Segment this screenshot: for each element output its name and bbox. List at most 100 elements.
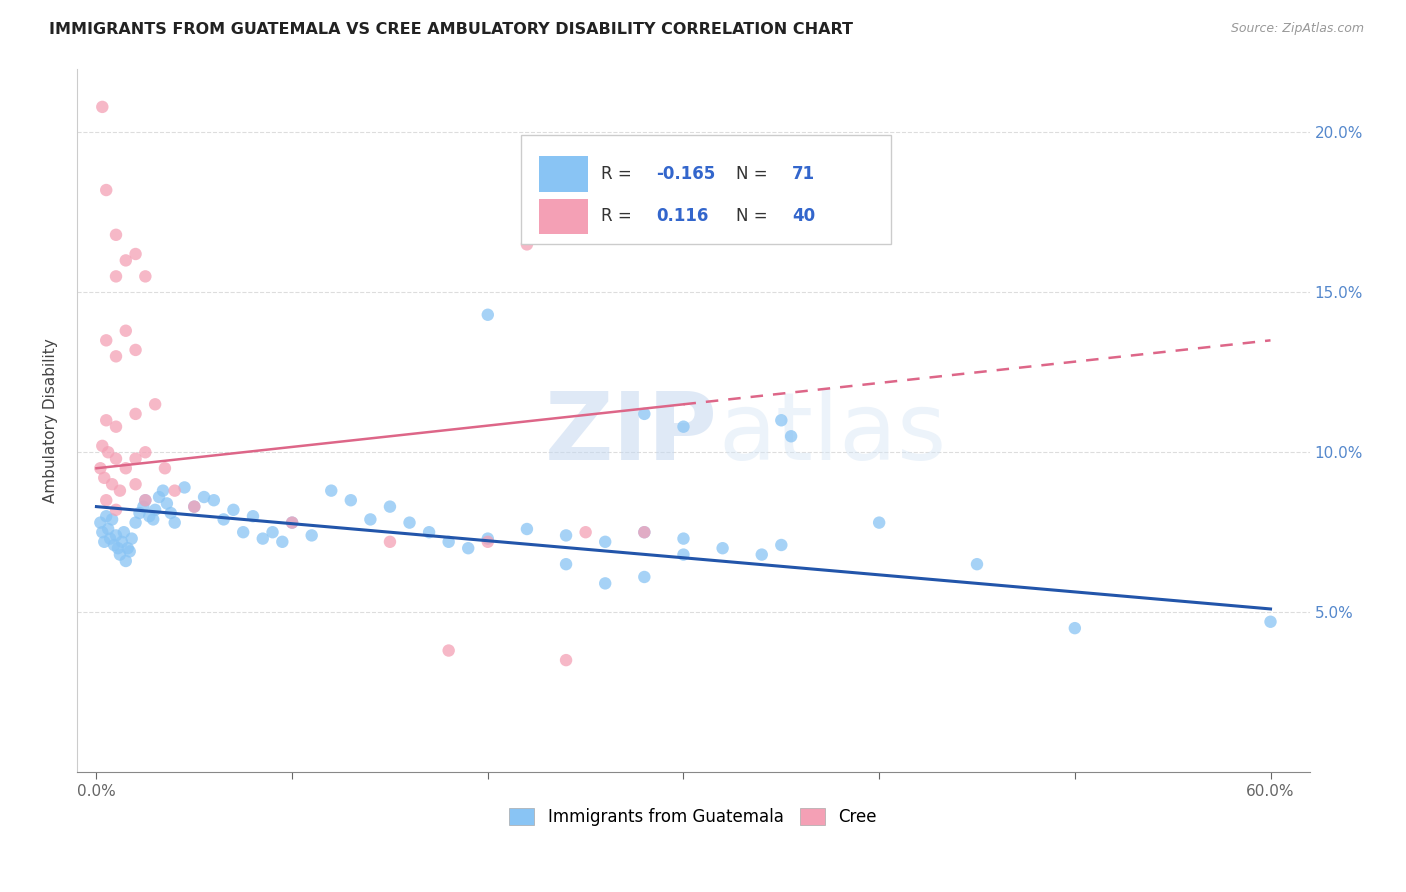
Text: ZIP: ZIP bbox=[546, 388, 718, 481]
Point bbox=[91, 525, 114, 540]
Text: -0.165: -0.165 bbox=[657, 165, 716, 183]
Text: R =: R = bbox=[600, 207, 637, 226]
Point bbox=[96, 183, 118, 197]
Point bbox=[593, 534, 616, 549]
Point bbox=[105, 451, 128, 466]
Point bbox=[437, 643, 460, 657]
Point bbox=[868, 516, 890, 530]
Point bbox=[124, 477, 146, 491]
Point bbox=[128, 506, 150, 520]
Point bbox=[340, 493, 363, 508]
Point bbox=[770, 538, 793, 552]
Point bbox=[163, 483, 186, 498]
Point bbox=[672, 532, 695, 546]
Point bbox=[477, 532, 499, 546]
Point bbox=[262, 525, 284, 540]
Point bbox=[132, 500, 155, 514]
Point bbox=[134, 493, 156, 508]
Point bbox=[212, 512, 235, 526]
Point bbox=[105, 503, 128, 517]
Point bbox=[124, 451, 146, 466]
Point bbox=[711, 541, 734, 556]
Point bbox=[751, 548, 773, 562]
Point bbox=[321, 483, 343, 498]
Point bbox=[89, 461, 111, 475]
Point bbox=[156, 496, 179, 510]
Point bbox=[142, 512, 165, 526]
Point bbox=[124, 407, 146, 421]
Text: Source: ZipAtlas.com: Source: ZipAtlas.com bbox=[1230, 22, 1364, 36]
Point bbox=[89, 516, 111, 530]
Point bbox=[91, 100, 114, 114]
Point bbox=[252, 532, 274, 546]
Point bbox=[437, 534, 460, 549]
Point bbox=[418, 525, 440, 540]
Point bbox=[633, 407, 655, 421]
Text: 40: 40 bbox=[792, 207, 815, 226]
Point bbox=[163, 516, 186, 530]
Point bbox=[301, 528, 323, 542]
Point bbox=[108, 548, 131, 562]
Point bbox=[1063, 621, 1085, 635]
Point bbox=[281, 516, 304, 530]
Text: atlas: atlas bbox=[718, 388, 946, 481]
Point bbox=[202, 493, 225, 508]
Point bbox=[93, 534, 115, 549]
Point bbox=[105, 227, 128, 242]
Point bbox=[124, 516, 146, 530]
Y-axis label: Ambulatory Disability: Ambulatory Disability bbox=[44, 338, 58, 503]
Point bbox=[672, 419, 695, 434]
Legend: Immigrants from Guatemala, Cree: Immigrants from Guatemala, Cree bbox=[501, 799, 886, 834]
Point bbox=[134, 269, 156, 284]
Point bbox=[575, 525, 598, 540]
Point bbox=[516, 522, 538, 536]
Point bbox=[516, 237, 538, 252]
Point bbox=[159, 506, 181, 520]
Point bbox=[124, 343, 146, 357]
Point bbox=[111, 534, 134, 549]
Point bbox=[183, 500, 205, 514]
Point bbox=[105, 419, 128, 434]
Point bbox=[101, 512, 124, 526]
Point bbox=[143, 503, 166, 517]
Point bbox=[770, 413, 793, 427]
Point bbox=[378, 500, 401, 514]
Text: 0.116: 0.116 bbox=[657, 207, 709, 226]
FancyBboxPatch shape bbox=[520, 136, 890, 244]
Point bbox=[96, 334, 118, 348]
Point bbox=[271, 534, 294, 549]
Text: 71: 71 bbox=[792, 165, 815, 183]
Point bbox=[633, 570, 655, 584]
Point bbox=[152, 483, 174, 498]
Point bbox=[477, 308, 499, 322]
Point bbox=[555, 557, 578, 571]
Point bbox=[96, 509, 118, 524]
Point bbox=[193, 490, 215, 504]
Point bbox=[101, 477, 124, 491]
Point bbox=[118, 544, 141, 558]
Point bbox=[593, 576, 616, 591]
Point bbox=[153, 461, 176, 475]
Text: N =: N = bbox=[737, 207, 773, 226]
Point bbox=[91, 439, 114, 453]
Point bbox=[105, 528, 128, 542]
Point bbox=[97, 522, 120, 536]
Text: R =: R = bbox=[600, 165, 637, 183]
FancyBboxPatch shape bbox=[538, 199, 589, 234]
Point bbox=[378, 534, 401, 549]
Point bbox=[359, 512, 381, 526]
Point bbox=[966, 557, 988, 571]
Point bbox=[117, 541, 139, 556]
Point bbox=[112, 525, 135, 540]
Point bbox=[93, 471, 115, 485]
Point bbox=[633, 525, 655, 540]
Point bbox=[96, 413, 118, 427]
Point bbox=[398, 516, 420, 530]
Point bbox=[97, 445, 120, 459]
Point bbox=[134, 445, 156, 459]
Point bbox=[148, 490, 170, 504]
Point bbox=[134, 493, 156, 508]
Text: IMMIGRANTS FROM GUATEMALA VS CREE AMBULATORY DISABILITY CORRELATION CHART: IMMIGRANTS FROM GUATEMALA VS CREE AMBULA… bbox=[49, 22, 853, 37]
Point bbox=[242, 509, 264, 524]
Point bbox=[96, 493, 118, 508]
